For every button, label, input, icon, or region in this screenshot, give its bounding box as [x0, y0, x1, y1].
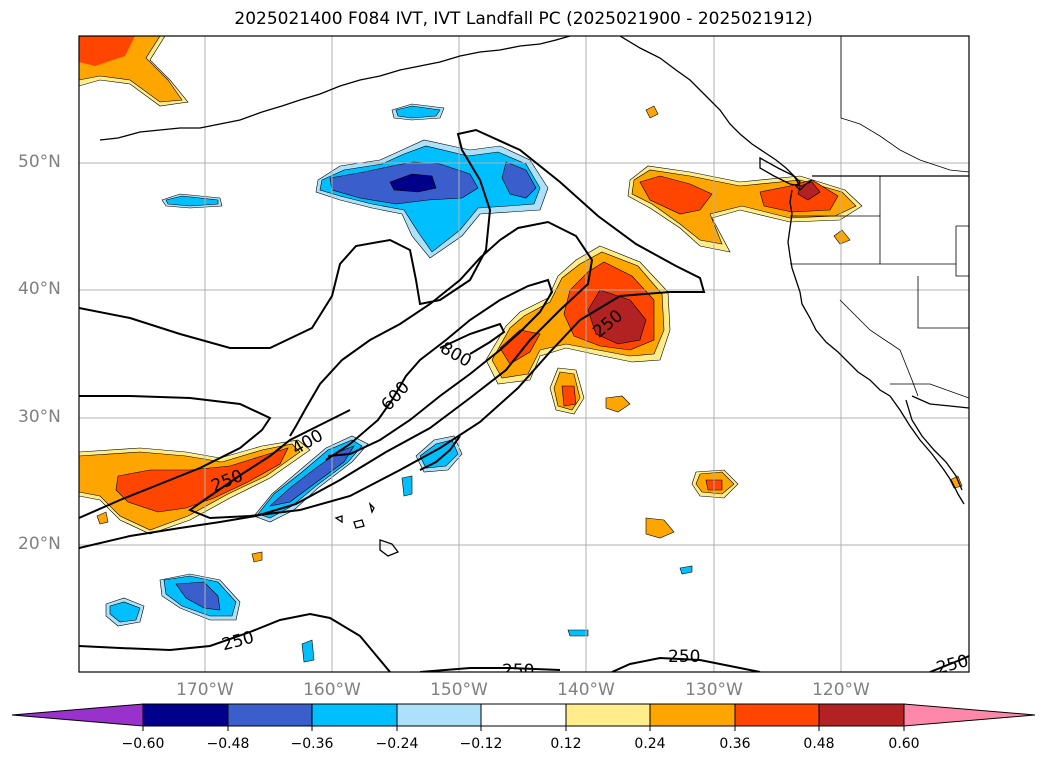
lon-label-170w: 170°W: [176, 680, 234, 700]
colorbar-segment: [311, 703, 398, 727]
map-plot-area: 250 400 600 800 250 250 250 250 250: [79, 36, 971, 681]
colorbar-tick-label: −0.60: [121, 736, 165, 752]
colorbar-segment: [396, 703, 482, 727]
contour-label-250: 250: [668, 647, 700, 667]
colorbar-tick-label: 0.12: [550, 736, 582, 752]
colorbar-extend-low: [11, 703, 144, 727]
map-title: 2025021400 F084 IVT, IVT Landfall PC (20…: [234, 9, 813, 29]
colorbar-segment: [565, 703, 651, 727]
colorbar-tick-label: −0.36: [290, 736, 334, 752]
negative-anomaly-shading: [105, 103, 693, 663]
colorbar-tick-label: 0.60: [888, 736, 920, 752]
lat-label-30n: 30°N: [18, 407, 61, 427]
colorbar-segment: [480, 703, 567, 727]
lon-label-160w: 160°W: [303, 680, 361, 700]
ivt-contours: [79, 128, 969, 672]
colorbar-segment: [649, 703, 736, 727]
contour-label-250: 250: [502, 661, 534, 681]
colorbar-ticks: [142, 726, 905, 731]
map-frame: [78, 35, 970, 673]
lat-label-40n: 40°N: [18, 279, 61, 299]
lat-label-20n: 20°N: [18, 534, 61, 554]
lon-label-130w: 130°W: [685, 680, 743, 700]
positive-anomaly-shading: [79, 36, 963, 563]
lon-label-120w: 120°W: [812, 680, 870, 700]
colorbar-segment: [734, 703, 820, 727]
colorbar-extend-high: [903, 703, 1036, 727]
lon-label-140w: 140°W: [557, 680, 615, 700]
lon-label-150w: 150°W: [430, 680, 488, 700]
colorbar: [11, 703, 1036, 727]
colorbar-segment: [818, 703, 905, 727]
graticule: [79, 36, 969, 672]
colorbar-tick-label: 0.36: [719, 736, 751, 752]
political-borders: [790, 36, 969, 399]
colorbar-segment: [227, 703, 313, 727]
contour-label-250: 250: [934, 651, 971, 679]
colorbar-tick-label: −0.12: [459, 736, 503, 752]
colorbar-tick-label: −0.24: [375, 736, 419, 752]
coastlines: [99, 36, 969, 557]
colorbar-tick-label: −0.48: [206, 736, 250, 752]
colorbar-tick-label: 0.48: [803, 736, 835, 752]
colorbar-segment: [142, 703, 229, 727]
colorbar-tick-label: 0.24: [634, 736, 666, 752]
lat-label-50n: 50°N: [18, 152, 61, 172]
